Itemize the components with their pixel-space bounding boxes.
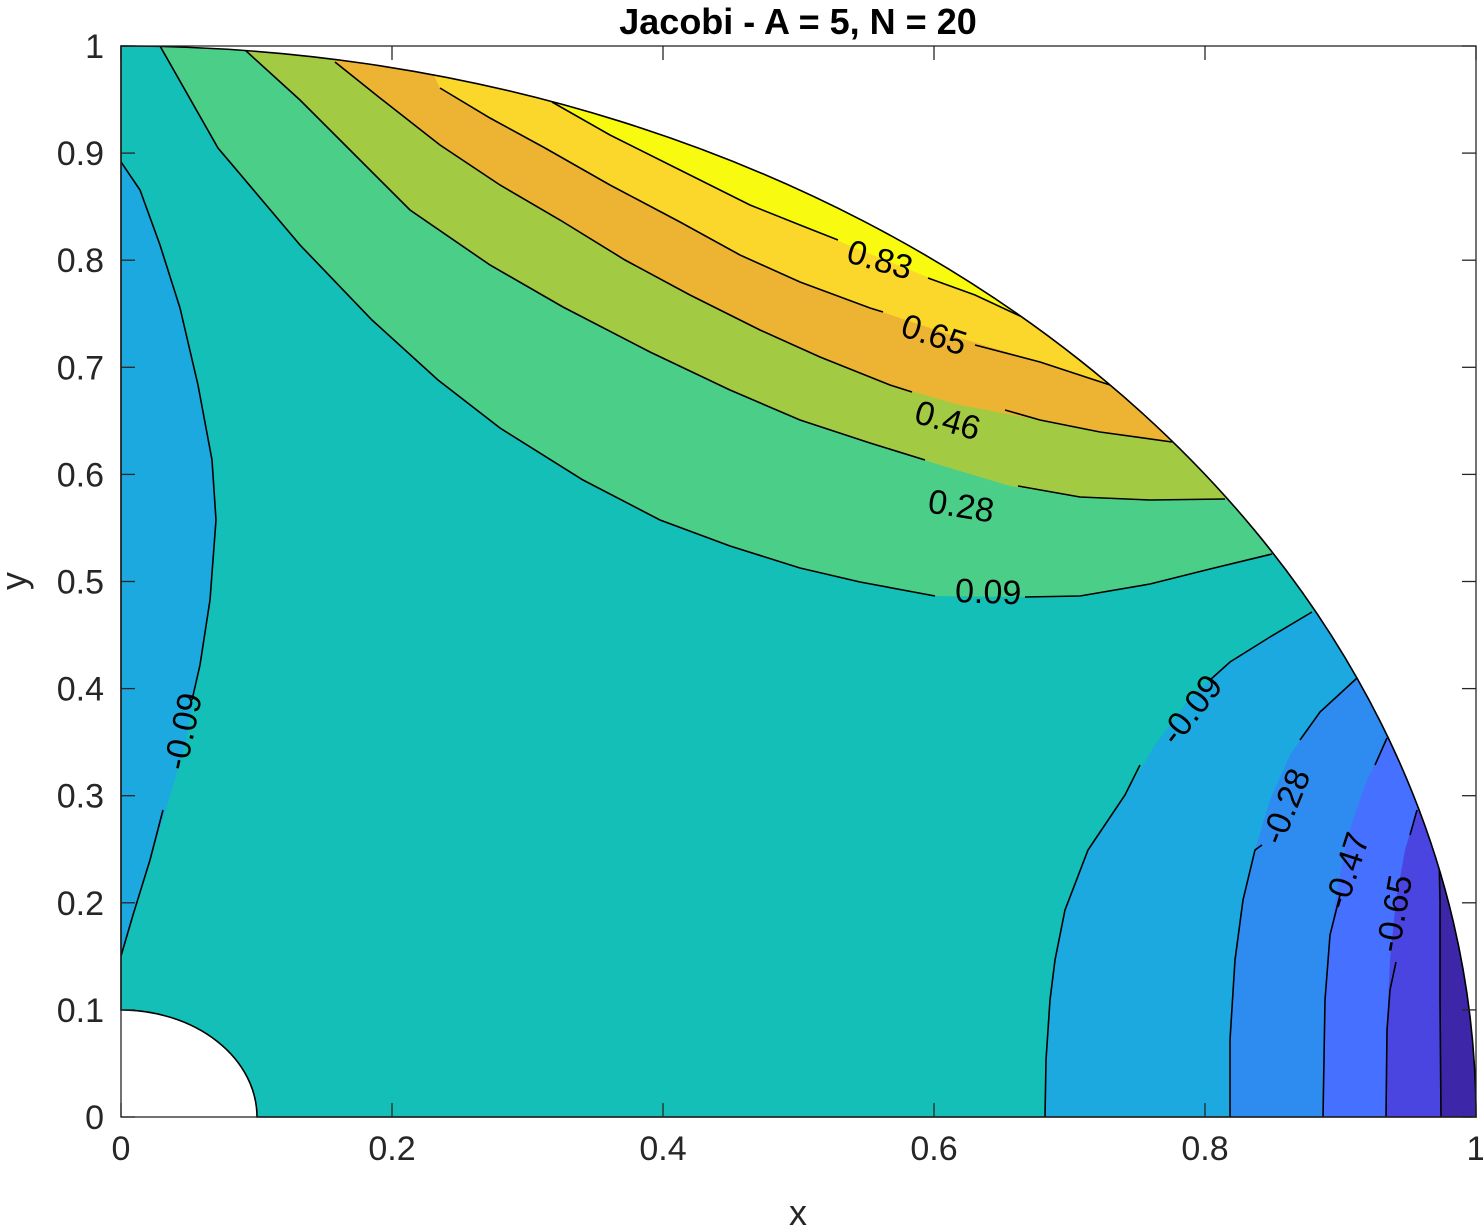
y-axis: 0 0.1 0.2 0.3 0.4 0.5 0.6 0.7 0.8 0.9 1 <box>57 28 1476 1137</box>
y-tick-label: 0.5 <box>57 564 104 602</box>
contour-line-right--0.65 <box>1385 809 1418 1117</box>
y-tick-label: 0.6 <box>57 456 104 494</box>
y-tick-label: 0.1 <box>57 992 104 1030</box>
x-tick-label: 0.4 <box>639 1130 686 1168</box>
contour-line-right--0.28 <box>1229 677 1358 1117</box>
contour-label: 0.09 <box>954 572 1021 612</box>
contour-line-0.46 <box>334 61 1173 443</box>
x-tick-label: 0.6 <box>910 1130 957 1168</box>
contour-line-right--0.09 <box>1044 611 1313 1117</box>
contour-line-right--0.47 <box>1322 737 1388 1117</box>
x-tick-label: 0.2 <box>368 1130 415 1168</box>
x-tick-label: 1 <box>1467 1130 1483 1168</box>
x-axis-label: x <box>789 1192 807 1229</box>
contour-line-right--0.83 <box>1438 854 1442 1117</box>
band-left-below--0.09 <box>121 46 216 956</box>
contour-line-0.65 <box>439 87 1111 386</box>
x-tick-label: 0 <box>112 1130 131 1168</box>
x-tick-label: 0.8 <box>1181 1130 1228 1168</box>
y-tick-label: 0 <box>85 1099 104 1137</box>
contour-line-0.83 <box>551 101 1021 317</box>
contour-lines <box>121 46 1442 1117</box>
contour-line-0.28 <box>244 49 1226 501</box>
y-tick-label: 0.9 <box>57 135 104 173</box>
y-tick-label: 0.8 <box>57 242 104 280</box>
y-tick-label: 0.2 <box>57 885 104 923</box>
contour-line-0.09 <box>159 46 1273 598</box>
y-tick-label: 0.4 <box>57 671 104 709</box>
contour-line-left--0.09 <box>121 161 217 957</box>
y-tick-label: 0.3 <box>57 778 104 816</box>
chart-title: Jacobi - A = 5, N = 20 <box>619 1 977 42</box>
y-tick-label: 0.7 <box>57 349 104 387</box>
x-axis: 0 0.2 0.4 0.6 0.8 1 <box>112 46 1483 1168</box>
domain-boundary <box>120 45 1477 1118</box>
y-axis-label: y <box>0 572 34 590</box>
y-tick-label: 1 <box>85 28 104 66</box>
